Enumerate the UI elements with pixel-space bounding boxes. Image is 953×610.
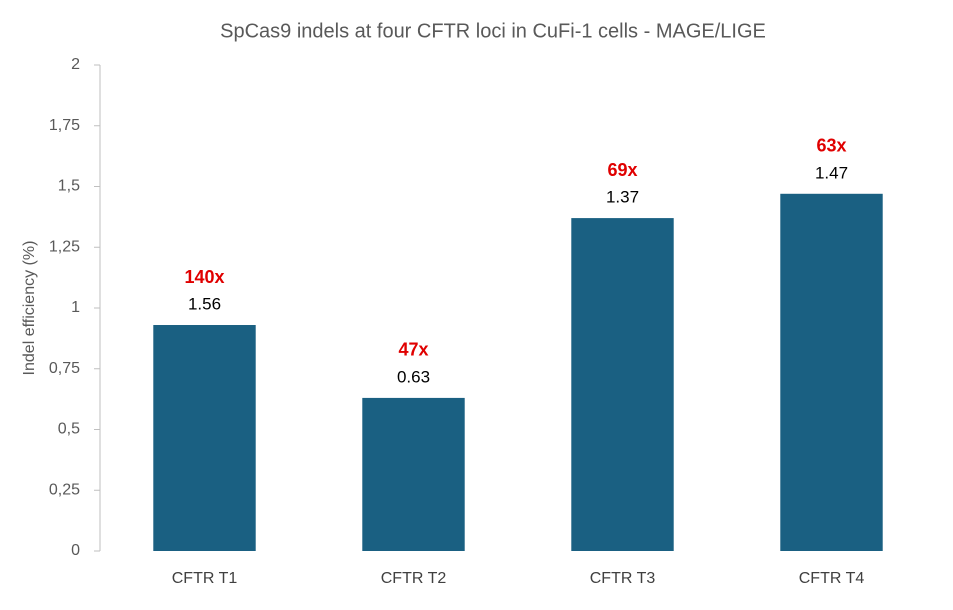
bar xyxy=(780,193,883,552)
y-tick-label: 1,25 xyxy=(49,238,80,255)
y-tick-label: 1,5 xyxy=(58,178,80,195)
y-tick-label: 0,5 xyxy=(58,421,80,438)
bar xyxy=(153,325,256,551)
bar xyxy=(571,218,674,551)
fold-annotation: 69x xyxy=(607,160,637,180)
bar-annotation: 0.63 xyxy=(397,367,430,386)
bar-annotation: 1.56 xyxy=(188,294,221,313)
y-tick-label: 0,25 xyxy=(49,481,80,498)
fold-annotation: 63x xyxy=(816,136,846,156)
bar-annotation: 1.37 xyxy=(606,188,639,207)
x-tick-label: CFTR T1 xyxy=(172,570,238,587)
chart-title: SpCas9 indels at four CFTR loci in CuFi-… xyxy=(220,20,766,42)
y-tick-label: 0,75 xyxy=(49,360,80,377)
y-tick-label: 1,75 xyxy=(49,117,80,134)
x-tick-label: CFTR T2 xyxy=(381,570,447,587)
y-tick-label: 1 xyxy=(71,299,80,316)
y-axis-title: Indel efficiency (%) xyxy=(21,241,38,376)
bar-annotation: 1.47 xyxy=(815,163,848,182)
x-tick-label: CFTR T4 xyxy=(799,570,865,587)
y-tick-label: 2 xyxy=(71,56,80,73)
bar xyxy=(362,397,465,551)
fold-annotation: 47x xyxy=(398,340,428,360)
fold-annotation: 140x xyxy=(184,267,224,287)
y-tick-label: 0 xyxy=(71,542,80,559)
x-tick-label: CFTR T3 xyxy=(590,570,656,587)
